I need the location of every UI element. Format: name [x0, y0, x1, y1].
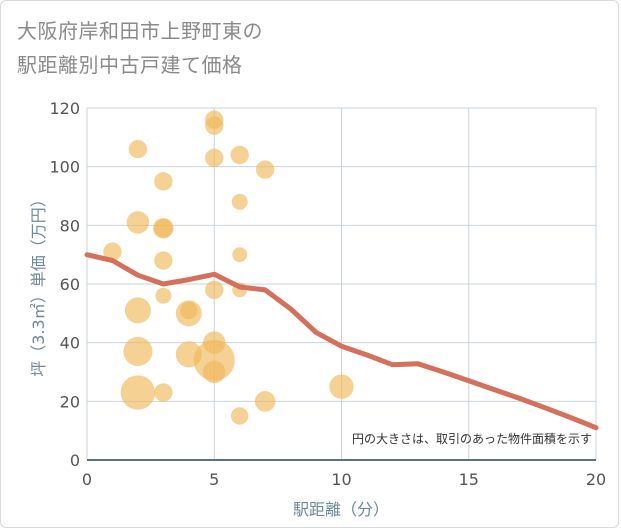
- y-axis-label: 坪（3.3㎡）単価（万円）: [29, 191, 48, 376]
- y-tick-label: 100: [49, 158, 80, 177]
- tick-labels: 0 20 40 60 80 100 120 0 5 10 15 20: [49, 99, 606, 489]
- bubble-point: [329, 374, 354, 399]
- chart-title-line-1: 大阪府岸和田市上野町東の: [17, 19, 263, 43]
- bubble-point: [128, 139, 148, 159]
- bubble-point: [230, 407, 249, 425]
- trend-line: [84, 252, 599, 431]
- x-axis-label: 駅距離（分）: [293, 500, 389, 519]
- x-tick-label: 20: [586, 470, 606, 489]
- chart-title-line-2: 駅距離別中古戸建て価格: [17, 53, 243, 77]
- y-tick-label: 120: [49, 99, 80, 118]
- bubble-point: [205, 280, 224, 300]
- bubble-point: [155, 287, 172, 304]
- bubble-series: [103, 110, 354, 425]
- x-tick-label: 15: [459, 470, 479, 489]
- bubble-point: [103, 242, 122, 261]
- bubble-point: [205, 148, 224, 168]
- bubble-point: [255, 160, 275, 179]
- bubble-point: [154, 172, 173, 191]
- x-tick-label: 5: [209, 470, 219, 489]
- bubble-point: [180, 301, 198, 320]
- bubble-point: [205, 116, 224, 135]
- y-tick-label: 40: [60, 334, 80, 353]
- bubble-point: [154, 383, 173, 402]
- bubble-point: [123, 336, 153, 367]
- bubble-point: [154, 219, 173, 238]
- chart-title: 大阪府岸和田市上野町東の 駅距離別中古戸建て価格: [17, 14, 517, 82]
- y-tick-label: 20: [60, 392, 80, 411]
- y-tick-label: 80: [60, 216, 80, 235]
- bubble-point: [231, 193, 248, 210]
- bubble-point: [202, 360, 226, 384]
- bubble-point: [124, 297, 151, 324]
- y-tick-label: 60: [60, 275, 80, 294]
- x-tick-label: 10: [331, 470, 351, 489]
- size-legend-note: 円の大きさは、取引のあった物件面積を示す: [352, 431, 592, 446]
- bubble-point: [254, 391, 276, 412]
- bubble-point: [120, 375, 156, 410]
- bubble-point: [232, 247, 248, 263]
- y-tick-label: 0: [70, 451, 80, 470]
- bubble-point: [126, 211, 150, 234]
- bubble-point: [230, 145, 249, 165]
- bubble-point: [154, 251, 173, 270]
- x-tick-label: 0: [82, 470, 92, 489]
